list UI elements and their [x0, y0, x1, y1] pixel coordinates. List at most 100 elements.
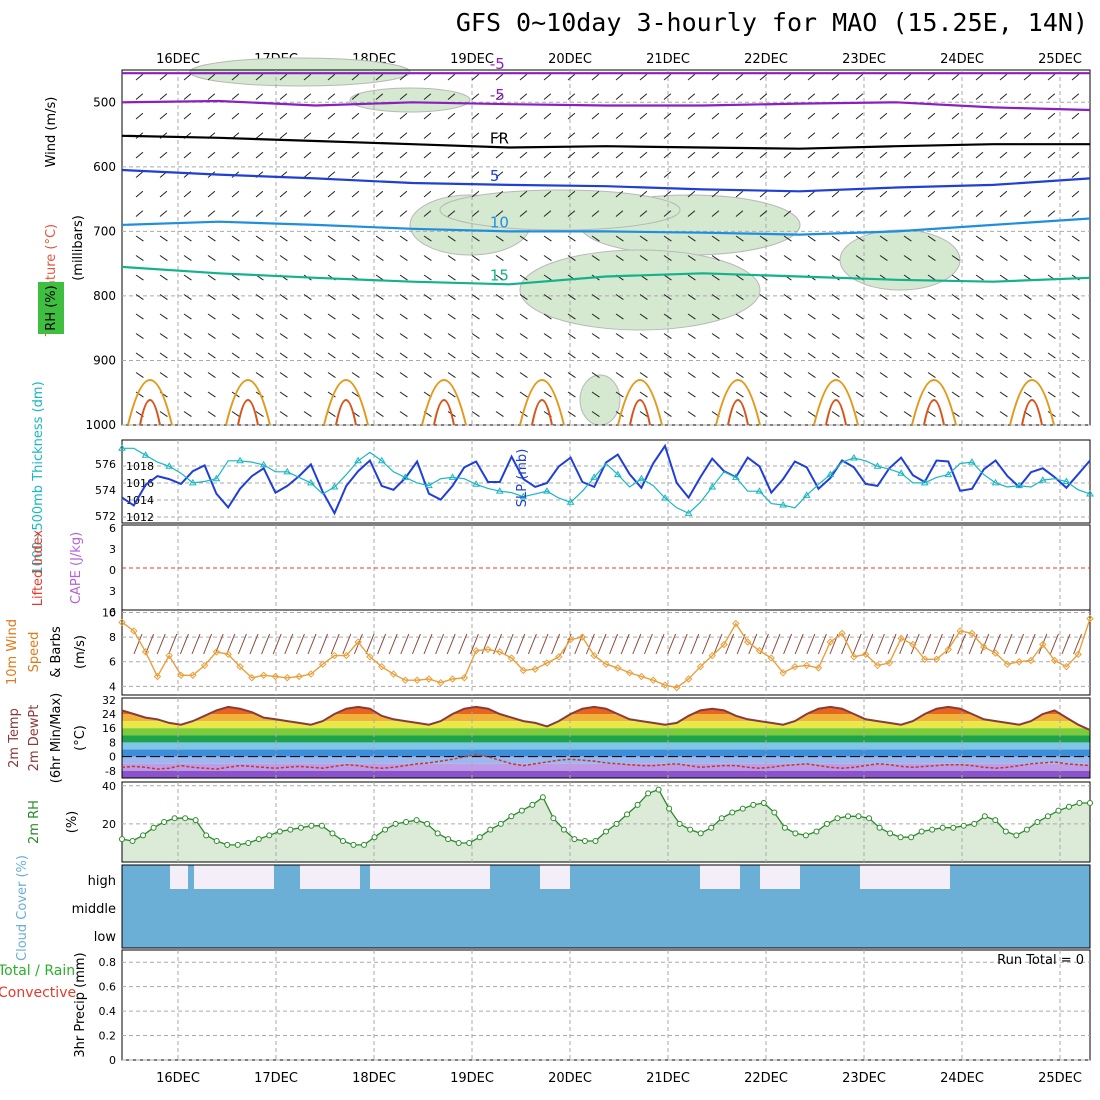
wind-barb: [255, 112, 264, 120]
wind-barb: [903, 313, 912, 320]
thickness-marker: [873, 462, 882, 469]
wind-barb: [591, 112, 600, 120]
wind-barb: [495, 151, 504, 159]
wind-barb: [807, 391, 816, 398]
rh-marker: [266, 832, 273, 839]
wind10-barb: [342, 633, 352, 655]
wind-barb: [543, 352, 552, 359]
wind-barb: [1023, 151, 1032, 159]
wind-barb: [327, 372, 336, 378]
wind-barb: [519, 235, 528, 242]
wind-barb: [903, 411, 912, 417]
wind10-marker: [838, 629, 846, 638]
wind-barb: [447, 190, 456, 198]
wind10-marker: [177, 671, 185, 679]
wind-barb: [519, 190, 528, 198]
wind-barb: [519, 352, 528, 359]
thickness-marker: [802, 491, 811, 498]
wind-barb: [135, 372, 144, 378]
thickness-tick-label: 572: [95, 510, 116, 523]
wind-barb: [687, 313, 696, 320]
rh-marker: [750, 801, 757, 808]
wind-barb: [711, 274, 720, 281]
wind-barb: [519, 391, 528, 398]
wind-barb: [999, 73, 1008, 81]
cloud-panel-frame: [121, 864, 1091, 949]
wind-barb: [711, 112, 720, 120]
wind-barb: [375, 255, 384, 261]
wind-barb: [663, 391, 672, 398]
wind-barb: [351, 294, 360, 300]
wind-barb: [831, 372, 840, 378]
wind-axis-label: Wind (m/s): [44, 97, 59, 168]
wind-barb: [255, 151, 264, 159]
wind10-barb: [168, 633, 178, 655]
wind-barb: [999, 391, 1008, 398]
date-label-bottom: 23DEC: [842, 1071, 886, 1086]
thickness-marker: [141, 451, 150, 458]
thickness-marker: [779, 501, 787, 508]
wind-barb: [759, 313, 768, 320]
wind-barb: [207, 274, 216, 281]
wind-barb: [567, 294, 576, 300]
wind-barb: [615, 255, 624, 261]
thickness-marker: [425, 481, 433, 489]
rh-axis-label: RH (%): [44, 285, 59, 330]
wind10-marker: [295, 672, 303, 681]
rh-marker: [802, 832, 809, 839]
wind10-panel-frame: [121, 609, 1091, 696]
wind10-marker: [354, 638, 362, 646]
wind-barb: [567, 352, 576, 359]
thickness-marker: [755, 487, 764, 494]
wind-barb: [975, 274, 984, 281]
wind10-barb: [1061, 633, 1071, 655]
wind10-barb: [319, 633, 329, 655]
wind10-marker: [1074, 650, 1082, 659]
thickness-tick-label: 576: [95, 458, 116, 471]
wind-barb: [927, 210, 936, 217]
wind10-marker: [732, 619, 740, 628]
wind-barb: [255, 93, 264, 100]
date-label-bottom: 24DEC: [940, 1071, 984, 1086]
thickness-marker: [1038, 476, 1047, 483]
wind10-barb: [806, 633, 816, 655]
wind-barb: [663, 112, 672, 120]
precip-axis-label: 3hr Precip (mm): [73, 952, 88, 1057]
wind10-barb: [133, 633, 143, 655]
wind-barb: [735, 411, 744, 417]
wind-barb: [927, 352, 936, 359]
wind10-barb: [400, 633, 410, 655]
wind-barb: [135, 294, 144, 300]
thickness-marker: [236, 456, 244, 464]
thickness-marker: [330, 483, 339, 490]
wind-barb: [639, 210, 648, 217]
wind-barb: [183, 73, 192, 81]
isotherm-line: [121, 217, 1091, 236]
wind10-marker: [814, 664, 823, 672]
wind10-marker: [968, 629, 976, 638]
wind-barb: [927, 313, 936, 320]
wind-barb: [279, 372, 288, 378]
rh-marker: [1065, 803, 1072, 810]
wind-barb: [183, 294, 192, 300]
thermal-contour: [629, 399, 651, 426]
thickness-marker: [566, 498, 575, 505]
wind-barb: [639, 391, 648, 398]
rh-marker: [192, 817, 199, 824]
wind-barb: [951, 352, 960, 359]
wind-barb: [471, 352, 480, 359]
wind-barb: [951, 391, 960, 398]
li-tick-label: 3: [109, 585, 116, 598]
wind-barb: [855, 171, 864, 178]
wind10-marker: [460, 674, 469, 682]
rh-marker: [855, 813, 862, 820]
wind10-barb: [899, 633, 909, 655]
wind-barb: [207, 112, 216, 120]
wind-barb: [159, 210, 168, 217]
wind-barb: [687, 411, 696, 417]
wind-barb: [519, 274, 528, 281]
wind-barb: [903, 391, 912, 398]
wind-barb: [783, 411, 792, 417]
wind-barb: [903, 333, 912, 339]
wind-barb: [399, 151, 408, 159]
